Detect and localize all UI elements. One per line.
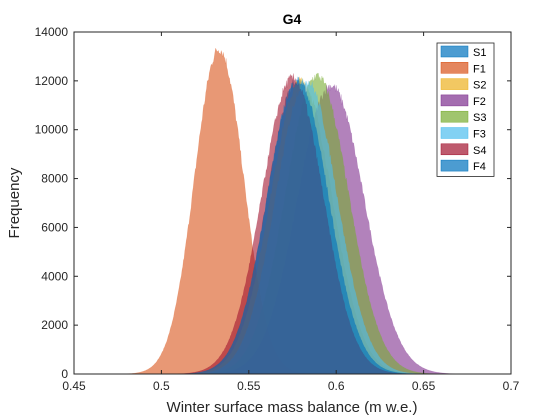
- chart-title: G4: [283, 11, 302, 27]
- y-tick-label: 2000: [41, 318, 68, 332]
- legend-swatch-s2: [441, 79, 468, 90]
- x-tick-label: 0.65: [412, 379, 436, 393]
- legend-label-s2: S2: [473, 80, 486, 92]
- x-tick-label: 0.45: [62, 379, 86, 393]
- legend: S1 F1 S2 F2 S3 F3 S4 F4: [437, 43, 494, 176]
- legend-label-f2: F2: [473, 96, 486, 108]
- y-axis-label: Frequency: [6, 167, 23, 238]
- x-axis-label: Winter surface mass balance (m w.e.): [167, 399, 418, 416]
- legend-label-s3: S3: [473, 112, 486, 124]
- legend-swatch-f2: [441, 95, 468, 106]
- y-tick-label: 14000: [35, 25, 69, 39]
- y-tick-label: 12000: [35, 74, 69, 88]
- y-tick-label: 6000: [41, 220, 68, 234]
- legend-swatch-f4: [441, 160, 468, 171]
- legend-swatch-s3: [441, 111, 468, 122]
- y-tick-label: 0: [61, 367, 68, 381]
- y-tick-label: 8000: [41, 172, 68, 186]
- legend-swatch-s4: [441, 144, 468, 155]
- y-tick-label: 10000: [35, 123, 69, 137]
- y-tick-label: 4000: [41, 269, 68, 283]
- legend-swatch-f1: [441, 62, 468, 73]
- legend-swatch-s1: [441, 46, 468, 57]
- legend-swatch-f3: [441, 128, 468, 139]
- x-tick-label: 0.7: [503, 379, 520, 393]
- x-tick-label: 0.5: [153, 379, 170, 393]
- legend-label-f3: F3: [473, 129, 486, 141]
- legend-label-s4: S4: [473, 145, 486, 157]
- legend-label-s1: S1: [473, 47, 486, 59]
- legend-label-f1: F1: [473, 63, 486, 75]
- legend-label-f4: F4: [473, 161, 486, 173]
- x-tick-label: 0.6: [328, 379, 345, 393]
- x-tick-label: 0.55: [237, 379, 261, 393]
